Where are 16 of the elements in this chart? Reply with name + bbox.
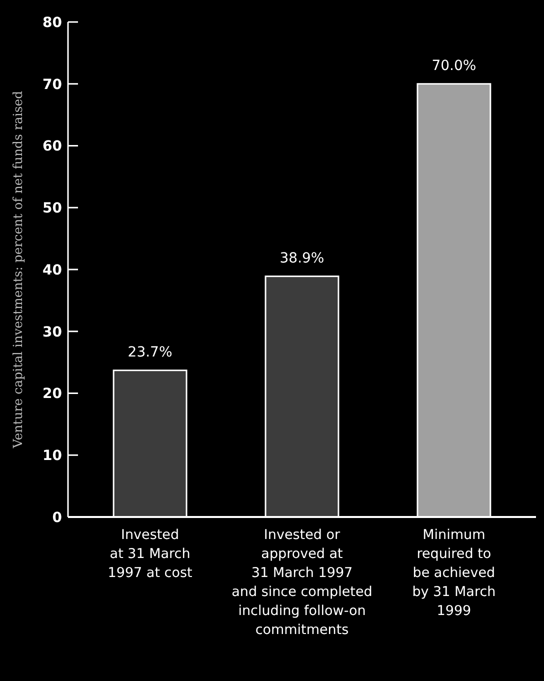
x-tick-label: Invested at 31 March 1997 at cost <box>108 527 192 581</box>
y-tick-label: 10 <box>42 448 62 464</box>
data-label: 23.7% <box>128 344 172 360</box>
y-tick-label: 20 <box>42 386 62 402</box>
x-tick-label: Minimum required to be achieved by 31 March 1999 <box>412 527 496 619</box>
data-label: 38.9% <box>280 250 324 266</box>
y-axis-title: Venture capital investments: percent of net funds raised <box>10 90 25 450</box>
y-tick-label: 70 <box>42 76 62 93</box>
y-tick-label: 60 <box>42 138 62 155</box>
y-tick-label: 40 <box>42 262 62 278</box>
y-tick-label: 30 <box>42 324 62 340</box>
y-tick-label: 50 <box>42 200 62 217</box>
y-tick-label: 0 <box>52 510 62 526</box>
y-tick-label: 80 <box>42 14 62 31</box>
data-label: 70.0% <box>432 58 476 74</box>
x-tick-label: Invested or approved at 31 March 1997 and since completed including follow-on commitments <box>232 527 372 638</box>
